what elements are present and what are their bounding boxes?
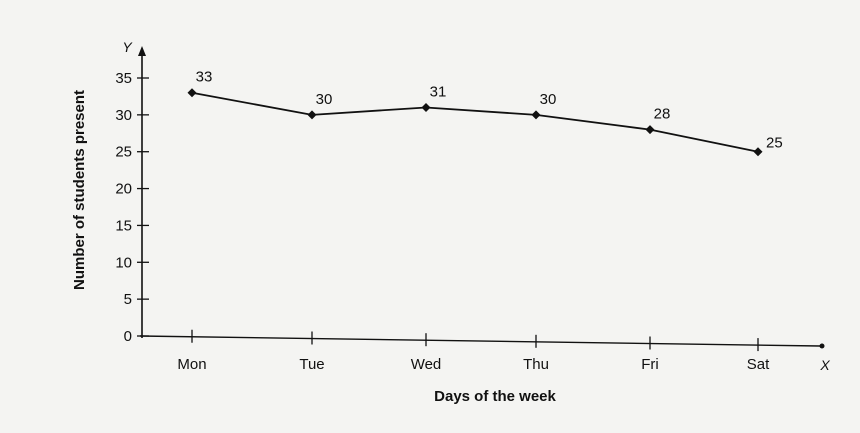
y-ticks: 0 5 10 15 20 25 30 35 xyxy=(115,70,149,345)
y-tick-label: 35 xyxy=(115,70,132,87)
x-axis-end-dot xyxy=(819,343,825,349)
y-tick-label: 0 xyxy=(124,328,132,345)
y-tick-label: 15 xyxy=(115,217,132,234)
series-line xyxy=(191,91,759,153)
x-tick-label: Sat xyxy=(747,356,770,373)
data-point xyxy=(307,110,317,120)
data-points xyxy=(187,88,763,157)
x-axis-line xyxy=(139,335,821,347)
y-tick-label: 10 xyxy=(115,254,132,271)
x-tick-label: Thu xyxy=(523,356,549,373)
x-tick-label: Tue xyxy=(299,356,324,373)
data-label: 30 xyxy=(316,91,333,108)
data-label: 30 xyxy=(540,91,557,108)
y-axis-letter: Y xyxy=(122,39,133,55)
data-label: 25 xyxy=(766,135,783,152)
data-point xyxy=(531,110,541,120)
y-tick-label: 25 xyxy=(115,144,132,161)
x-tick-label: Mon xyxy=(177,356,206,373)
data-label: 33 xyxy=(196,69,213,86)
x-tick-label: Fri xyxy=(641,356,659,373)
x-axis-title: Days of the week xyxy=(434,388,556,405)
axes xyxy=(138,46,825,349)
x-tick-label: Wed xyxy=(411,356,442,373)
x-ticks: Mon Tue Wed Thu Fri Sat xyxy=(177,329,770,373)
data-point xyxy=(421,102,431,112)
data-label: 28 xyxy=(654,106,671,123)
data-labels: 33 30 31 30 28 25 xyxy=(196,69,783,152)
series-polyline xyxy=(191,91,759,153)
data-label: 31 xyxy=(430,83,447,100)
data-point xyxy=(753,147,763,157)
x-axis-letter: X xyxy=(819,357,830,373)
y-axis-title: Number of students present xyxy=(71,90,88,290)
y-tick-label: 30 xyxy=(115,107,132,124)
data-point xyxy=(645,125,655,135)
data-point xyxy=(187,88,197,98)
y-axis-arrow xyxy=(138,46,146,56)
y-tick-label: 5 xyxy=(124,291,132,308)
y-tick-label: 20 xyxy=(115,181,132,198)
